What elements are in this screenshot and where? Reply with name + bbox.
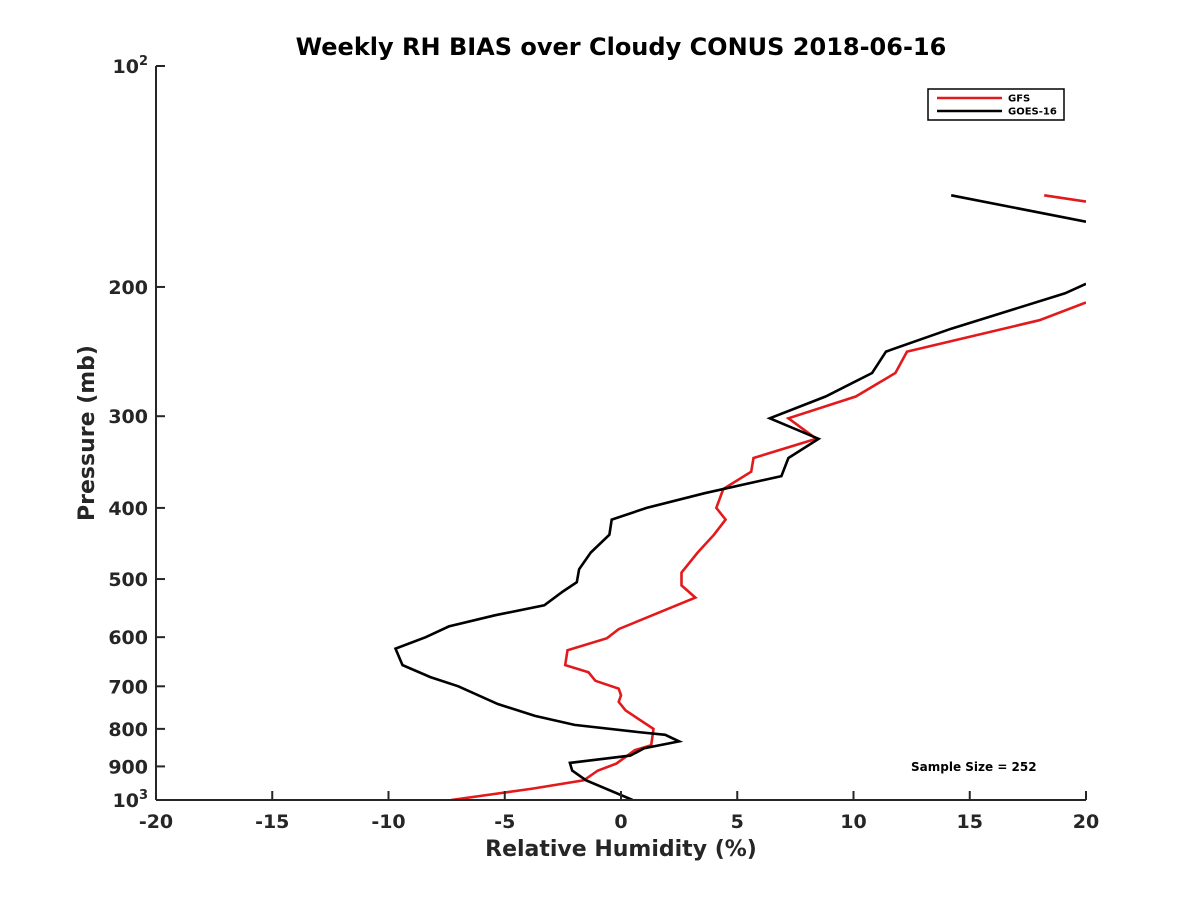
x-tick-label: 15	[957, 811, 983, 833]
x-tick-label: 20	[1073, 811, 1099, 833]
legend-box	[927, 88, 1065, 121]
x-tick-label: 10	[840, 811, 866, 833]
y-tick-label: 700	[108, 676, 148, 698]
x-tick-label: -20	[139, 811, 173, 833]
series-line-goes-16-segment-1	[950, 194, 1086, 223]
axes: -20 -15 -10 -5 0 5 10 15 20 102 200 300 400 500 600 700…	[108, 54, 1099, 833]
x-tick-label: 5	[731, 811, 744, 833]
chart-title: Weekly RH BIAS over Cloudy CONUS 2018-06…	[296, 33, 947, 61]
x-axis-label: Relative Humidity (%)	[485, 837, 757, 862]
legend-label-goes-16: GOES-16	[1008, 107, 1057, 118]
y-tick-label: 400	[108, 498, 148, 520]
legend: GFS GOES-16	[927, 88, 1065, 121]
series-line-gfs-segment-2	[451, 301, 1086, 800]
series-line-gfs-segment-1	[1044, 194, 1086, 203]
x-tick-label: -10	[371, 811, 405, 833]
legend-label-gfs: GFS	[1008, 94, 1030, 105]
series-line-goes-16-segment-2	[393, 282, 1086, 800]
y-axis-label: Pressure (mb)	[75, 345, 100, 521]
y-tick-label: 200	[108, 277, 148, 299]
y-tick-label: 800	[108, 719, 148, 741]
x-tick-label: -5	[494, 811, 515, 833]
x-tick-label: -15	[255, 811, 289, 833]
y-tick-label: 600	[108, 627, 148, 649]
sample-size-annotation: Sample Size = 252	[911, 760, 1037, 774]
y-tick-label: 500	[108, 569, 148, 591]
y-tick-label: 103	[113, 788, 149, 812]
y-tick-label: 900	[108, 756, 148, 778]
lines-layer	[393, 194, 1086, 800]
y-tick-label: 300	[108, 406, 148, 428]
x-tick-label: 0	[614, 811, 627, 833]
y-tick-label: 102	[113, 54, 149, 78]
